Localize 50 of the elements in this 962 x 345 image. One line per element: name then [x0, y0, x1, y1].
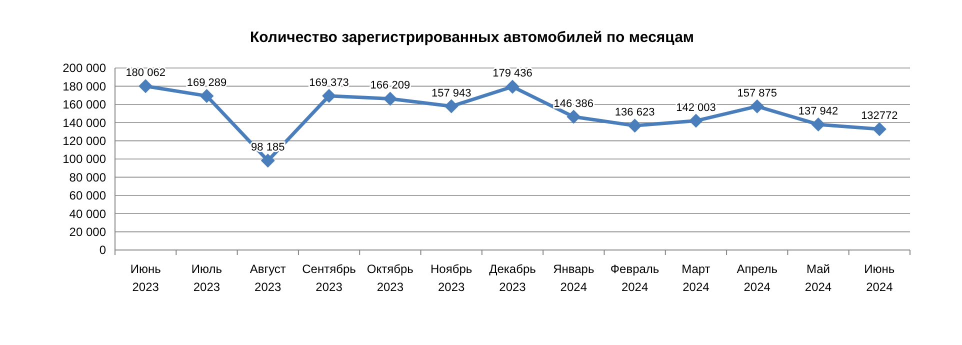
point: [750, 99, 764, 114]
data-label: 157 875: [737, 87, 777, 100]
point: [872, 122, 886, 136]
x-tick-label: Октябрь 2023: [366, 262, 414, 294]
data-label: 146 386: [554, 98, 594, 110]
y-tick-label: 160 000: [62, 98, 106, 112]
point: [566, 110, 581, 124]
y-tick-label: 20 000: [69, 225, 106, 239]
data-label: 169 373: [309, 76, 349, 89]
x-tick-label: Май 2024: [804, 262, 832, 294]
point: [260, 154, 275, 168]
x-tick-label: Июнь 2023: [130, 262, 161, 294]
data-label: 132772: [861, 110, 898, 122]
y-tick-label: 180 000: [62, 79, 106, 94]
x-tick-label: Март 2024: [682, 262, 711, 294]
x-tick-label: Апрель 2024: [736, 262, 778, 294]
data-label: 157 943: [431, 87, 472, 100]
y-tick-label: 80 000: [69, 170, 106, 184]
x-tick-label: Январь 2024: [553, 262, 594, 294]
point: [688, 114, 703, 128]
point: [628, 118, 642, 133]
point: [811, 117, 826, 132]
data-label: 166 209: [370, 80, 410, 92]
data-label: 179 436: [492, 68, 532, 80]
data-label: 169 289: [186, 76, 227, 89]
x-tick-label: Сентябрь 2023: [302, 262, 356, 294]
chart-title: Количество зарегистрированных автомобилей по месяцам: [250, 29, 694, 46]
x-tick-label: Февраль 2024: [610, 262, 660, 294]
data-label: 137 942: [798, 105, 838, 118]
y-tick-label: 60 000: [69, 188, 106, 203]
data-label: 180 062: [126, 67, 166, 80]
y-tick-label: 120 000: [62, 134, 106, 148]
point: [444, 99, 458, 114]
point: [200, 88, 214, 103]
x-tick-label: Июнь 2024: [864, 262, 895, 294]
y-tick-label: 140 000: [62, 116, 106, 130]
y-tick-label: 100 000: [62, 152, 106, 166]
point: [322, 88, 336, 103]
y-tick-label: 200 000: [62, 61, 106, 76]
point: [506, 80, 520, 94]
y-tick-label: 40 000: [69, 206, 106, 221]
x-tick-label: Ноябрь 2023: [430, 262, 472, 294]
point: [383, 92, 398, 106]
x-tick-label: Август 2023: [250, 262, 286, 294]
x-tick-label: Июль 2023: [191, 262, 222, 294]
x-tick-label: Декабрь 2023: [489, 262, 536, 294]
data-label: 142 003: [676, 102, 716, 114]
point: [138, 79, 153, 94]
data-label: 136 623: [614, 106, 655, 119]
y-tick-label: 0: [99, 243, 106, 258]
